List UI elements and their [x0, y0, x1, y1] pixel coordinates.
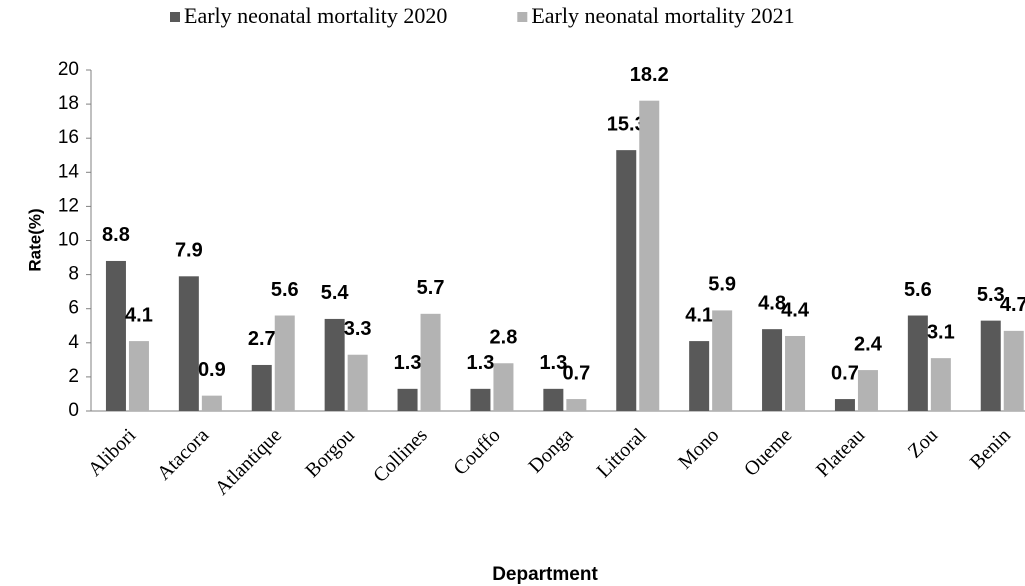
x-tick-label: Mono: [674, 424, 723, 473]
y-tick-label: 6: [68, 298, 79, 319]
bar: [274, 315, 295, 411]
data-label: 4.4: [781, 299, 810, 321]
data-label: 5.4: [321, 282, 350, 304]
legend-swatch: [517, 12, 528, 22]
y-tick-label: 12: [58, 195, 79, 216]
data-label: 3.1: [927, 321, 955, 343]
data-label: 2.4: [854, 333, 883, 355]
data-label: 1.3: [539, 352, 567, 374]
bar: [762, 329, 783, 411]
x-tick-label: Collines: [369, 424, 432, 487]
x-tick-label: Littoral: [593, 424, 651, 482]
y-tick-label: 0: [68, 400, 79, 421]
y-tick-label: 20: [58, 59, 79, 80]
y-tick-label: 2: [68, 366, 79, 387]
bar: [201, 395, 222, 411]
x-tick-label: Couffo: [449, 424, 504, 479]
data-label: 1.3: [467, 352, 495, 374]
x-tick-label: Borgou: [301, 424, 359, 482]
x-tick-label: Atacora: [153, 424, 213, 484]
bar: [834, 399, 855, 411]
bar: [493, 363, 514, 411]
x-tick-label: Oueme: [740, 424, 796, 480]
legend-label: Early neonatal mortality 2020: [184, 3, 447, 28]
data-label: 0.7: [562, 362, 590, 384]
data-label: 2.7: [248, 328, 276, 350]
bar: [566, 399, 587, 411]
bar: [543, 388, 564, 411]
x-tick-label: Alibori: [84, 424, 141, 481]
bar: [857, 370, 878, 411]
x-tick-label: Zou: [904, 424, 942, 462]
data-label: 2.8: [490, 327, 518, 349]
y-tick-label: 16: [58, 127, 79, 148]
data-label: 4.1: [125, 304, 153, 326]
data-label: 7.9: [175, 240, 203, 262]
x-axis-title: Department: [492, 564, 598, 585]
bar: [712, 310, 733, 411]
data-label: 4.1: [685, 304, 713, 326]
legend-swatch: [170, 12, 180, 22]
bar: [178, 276, 199, 411]
bar: [251, 364, 272, 411]
y-tick-label: 4: [68, 332, 79, 353]
x-tick-label: Benin: [966, 424, 1015, 473]
data-label: 8.8: [102, 224, 130, 246]
data-label: 5.6: [271, 279, 299, 301]
bar: [639, 100, 660, 411]
x-tick-label: Atlantique: [211, 424, 286, 499]
data-label: 3.3: [344, 318, 372, 340]
bar: [907, 315, 928, 411]
data-label: 1.3: [394, 352, 422, 374]
x-tick-label: Plateau: [812, 424, 869, 481]
bar: [785, 335, 806, 411]
bar: [1003, 330, 1024, 411]
bar: [347, 354, 368, 411]
bar: [980, 320, 1001, 411]
data-label: 4.8: [758, 292, 786, 314]
bar: [397, 388, 418, 411]
bar: [930, 358, 951, 411]
bar: [105, 260, 126, 411]
data-label: 5.7: [417, 277, 445, 299]
data-label: 4.7: [1000, 294, 1025, 316]
bar: [420, 313, 441, 411]
bar: [324, 318, 345, 411]
data-label: 18.2: [630, 64, 669, 86]
bar: [689, 341, 710, 411]
data-label: 5.9: [708, 274, 736, 296]
bar: [128, 341, 149, 411]
y-axis-title: Rate(%): [25, 208, 44, 271]
y-tick-label: 10: [58, 230, 79, 251]
data-label: 0.7: [831, 362, 859, 384]
y-tick-label: 8: [68, 264, 79, 285]
y-tick-label: 18: [58, 93, 79, 114]
bar: [616, 150, 637, 411]
x-tick-label: Donga: [524, 424, 577, 477]
data-label: 15.3: [607, 113, 646, 135]
y-tick-label: 14: [58, 161, 80, 182]
legend-label: Early neonatal mortality 2021: [531, 3, 794, 28]
bar: [470, 388, 491, 411]
data-label: 5.6: [904, 279, 932, 301]
data-label: 0.9: [198, 359, 226, 381]
data-label: 5.3: [977, 284, 1005, 306]
